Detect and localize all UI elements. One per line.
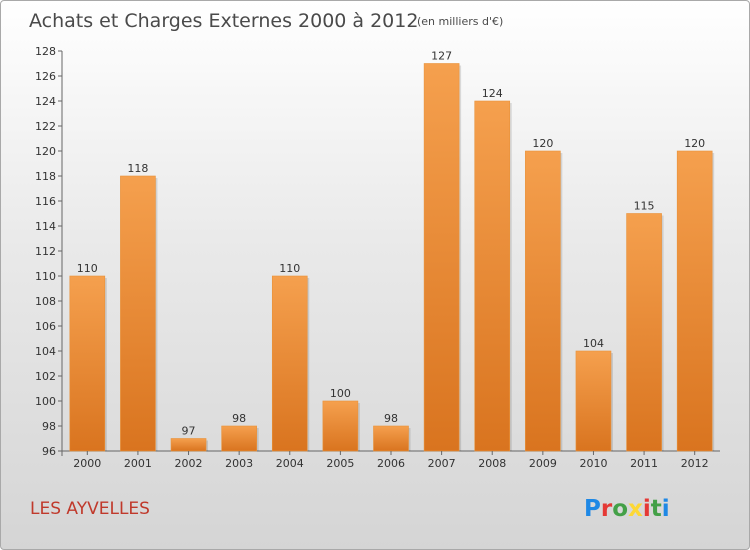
logo-letter-6: t: [651, 496, 662, 522]
bar-value-label: 127: [431, 50, 452, 63]
x-tick-label: 2005: [326, 457, 354, 470]
bar-value-label: 118: [127, 162, 148, 175]
y-tick-label: 100: [35, 395, 56, 408]
chart-title: Achats et Charges Externes 2000 à 2012: [29, 10, 418, 32]
bar: [676, 150, 713, 452]
y-tick-label: 124: [35, 95, 56, 108]
bar-value-label: 110: [77, 262, 98, 275]
x-tick-label: 2009: [529, 457, 557, 470]
bar: [221, 425, 257, 452]
y-tick-label: 116: [35, 195, 56, 208]
logo-letter-7: i: [662, 496, 670, 522]
bar: [322, 400, 359, 452]
logo-letter-4: x: [628, 496, 643, 522]
y-tick-label: 110: [35, 270, 56, 283]
bar-value-label: 115: [634, 200, 655, 213]
bar: [575, 350, 612, 452]
bar: [373, 425, 409, 452]
x-tick-label: 2010: [579, 457, 607, 470]
bar: [69, 275, 106, 452]
bar-value-label: 104: [583, 337, 604, 350]
x-tick-label: 2008: [478, 457, 506, 470]
y-tick-label: 126: [35, 70, 56, 83]
x-tick-label: 2006: [377, 457, 405, 470]
x-tick-label: 2002: [175, 457, 203, 470]
y-tick-label: 108: [35, 295, 56, 308]
y-tick-label: 112: [35, 245, 56, 258]
bar-value-label: 100: [330, 387, 351, 400]
bar: [525, 150, 561, 452]
bar-value-label: 110: [279, 262, 300, 275]
y-tick-label: 96: [42, 445, 56, 458]
plot-area: 96 98 100 102 104 106 108 110 112 114 116 118 120 122…: [35, 45, 720, 470]
chart-subtitle: (en milliers d'€): [417, 15, 503, 28]
logo-letter-1: P: [584, 496, 601, 522]
x-tick-label: 2011: [630, 457, 658, 470]
logo-letter-5: i: [643, 496, 651, 522]
bar: [474, 100, 511, 452]
commune-name: LES AYVELLES: [30, 499, 150, 519]
bar-value-label: 124: [482, 87, 503, 100]
logo-letter-2: r: [601, 496, 613, 522]
bar: [626, 213, 662, 452]
bar-value-label: 98: [232, 412, 246, 425]
proxiti-logo: Proxiti: [584, 496, 670, 522]
y-tick-label: 122: [35, 120, 56, 133]
bar: [120, 175, 156, 452]
y-tick-label: 128: [35, 45, 56, 58]
bar-value-label: 120: [532, 137, 553, 150]
y-tick-label: 106: [35, 320, 56, 333]
x-tick-label: 2007: [428, 457, 456, 470]
y-tick-label: 102: [35, 370, 56, 383]
y-tick-label: 104: [35, 345, 56, 358]
logo-letter-3: o: [612, 496, 628, 522]
bar: [271, 275, 308, 452]
y-tick-label: 98: [42, 420, 56, 433]
x-tick-label: 2000: [73, 457, 101, 470]
bar: [423, 63, 460, 452]
y-tick-label: 120: [35, 145, 56, 158]
x-tick-label: 2003: [225, 457, 253, 470]
x-tick-label: 2004: [276, 457, 304, 470]
bar-value-label: 97: [182, 425, 196, 438]
x-tick-label: 2001: [124, 457, 152, 470]
bar-value-label: 120: [684, 137, 705, 150]
y-tick-label: 118: [35, 170, 56, 183]
bar-value-label: 98: [384, 412, 398, 425]
y-tick-label: 114: [35, 220, 56, 233]
x-tick-label: 2012: [681, 457, 709, 470]
bar: [170, 438, 207, 452]
